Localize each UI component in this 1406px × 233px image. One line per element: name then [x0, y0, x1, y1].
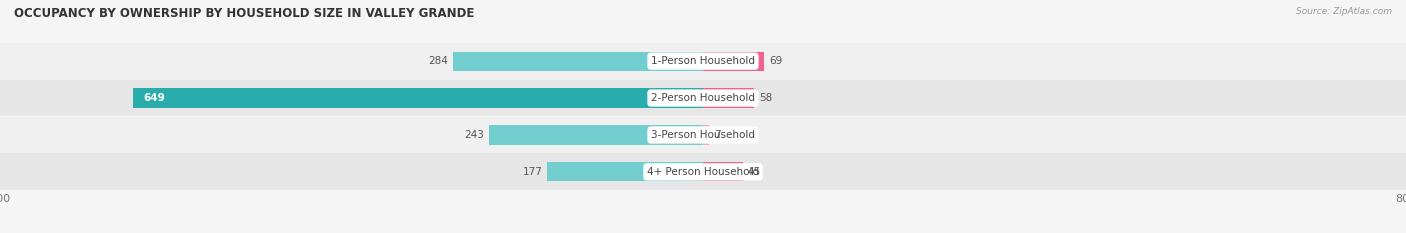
- Text: 1-Person Household: 1-Person Household: [651, 56, 755, 66]
- Text: 3-Person Household: 3-Person Household: [651, 130, 755, 140]
- Text: 4+ Person Household: 4+ Person Household: [647, 167, 759, 177]
- Text: 243: 243: [464, 130, 484, 140]
- Text: 69: 69: [769, 56, 782, 66]
- Bar: [547, 162, 703, 182]
- Text: 284: 284: [429, 56, 449, 66]
- Bar: [703, 89, 754, 108]
- Text: 2-Person Household: 2-Person Household: [651, 93, 755, 103]
- Text: 58: 58: [759, 93, 772, 103]
- Text: OCCUPANCY BY OWNERSHIP BY HOUSEHOLD SIZE IN VALLEY GRANDE: OCCUPANCY BY OWNERSHIP BY HOUSEHOLD SIZE…: [14, 7, 474, 20]
- Text: 7: 7: [714, 130, 721, 140]
- Text: 649: 649: [143, 93, 165, 103]
- Bar: [703, 125, 709, 144]
- Bar: [453, 51, 703, 71]
- Bar: [0, 43, 1406, 80]
- Bar: [0, 116, 1406, 153]
- Bar: [489, 125, 703, 144]
- Bar: [0, 80, 1406, 116]
- Text: Source: ZipAtlas.com: Source: ZipAtlas.com: [1296, 7, 1392, 16]
- Bar: [703, 162, 742, 182]
- Bar: [703, 51, 763, 71]
- Bar: [0, 153, 1406, 190]
- Text: 45: 45: [748, 167, 761, 177]
- Bar: [132, 89, 703, 108]
- Text: 177: 177: [522, 167, 543, 177]
